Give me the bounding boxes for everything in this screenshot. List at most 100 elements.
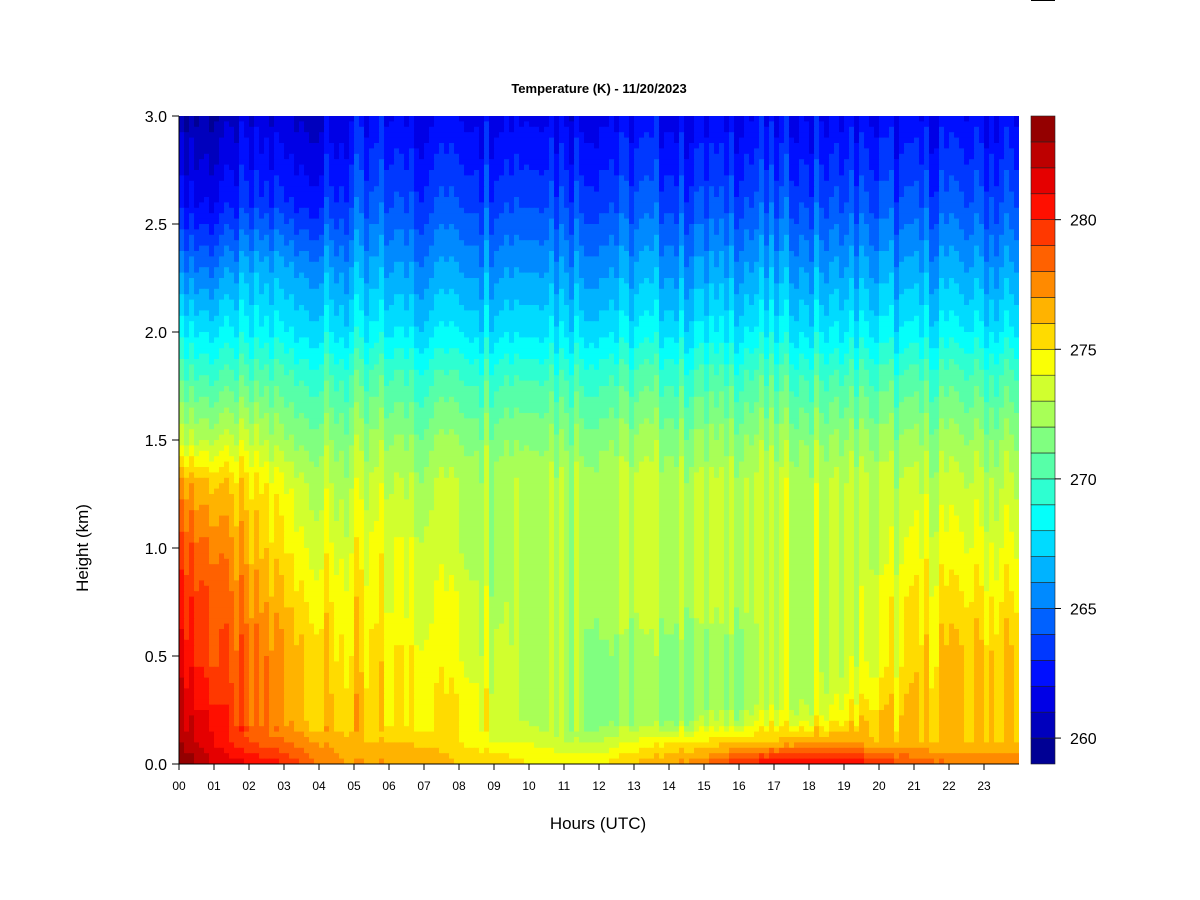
heatmap-cell xyxy=(384,175,390,182)
heatmap-cell xyxy=(544,137,550,144)
heatmap-cell xyxy=(699,137,705,144)
heatmap-cell xyxy=(779,121,785,128)
heatmap-cell xyxy=(994,175,1000,182)
heatmap-cell xyxy=(644,116,650,122)
heatmap-cell xyxy=(409,170,415,176)
heatmap-cell xyxy=(284,143,290,149)
heatmap-cell xyxy=(704,148,710,155)
heatmap-cell xyxy=(734,116,740,122)
heatmap-cell xyxy=(814,137,820,144)
heatmap-cell xyxy=(624,116,630,122)
heatmap-cell xyxy=(594,143,600,149)
heatmap-cell xyxy=(949,137,955,144)
heatmap-cell xyxy=(864,153,870,160)
heatmap-cell xyxy=(969,143,975,149)
heatmap-cell xyxy=(554,164,560,171)
heatmap-cell xyxy=(994,143,1000,149)
heatmap-cell xyxy=(284,175,290,182)
heatmap-cell xyxy=(484,175,490,182)
heatmap-cell xyxy=(254,132,260,139)
heatmap-cell xyxy=(709,159,715,166)
heatmap-cell xyxy=(734,170,740,176)
heatmap-cell xyxy=(844,170,850,176)
heatmap-cell xyxy=(184,116,190,122)
heatmap-cell xyxy=(1009,148,1015,155)
heatmap-cell xyxy=(714,175,720,182)
heatmap-cell xyxy=(464,175,470,182)
heatmap-cell xyxy=(364,148,370,155)
heatmap-cell xyxy=(964,148,970,155)
heatmap-cell xyxy=(764,132,770,139)
heatmap-cell xyxy=(264,121,270,128)
heatmap-cell xyxy=(679,137,685,144)
heatmap-cell xyxy=(854,116,860,122)
heatmap-cell xyxy=(459,143,465,149)
heatmap-cell xyxy=(939,132,945,139)
heatmap-cell xyxy=(349,180,355,187)
heatmap-cell xyxy=(219,126,225,133)
heatmap-cell xyxy=(399,121,405,128)
heatmap-cell xyxy=(559,137,565,144)
heatmap-cell xyxy=(379,143,385,149)
heatmap-cell xyxy=(629,126,635,133)
heatmap-cell xyxy=(549,159,555,166)
heatmap-cell xyxy=(494,121,500,128)
heatmap-cell xyxy=(489,148,495,155)
heatmap-cell xyxy=(954,137,960,144)
heatmap-cell xyxy=(894,153,900,160)
heatmap-cell xyxy=(804,153,810,160)
heatmap-cell xyxy=(689,159,695,166)
heatmap-cell xyxy=(994,159,1000,166)
heatmap-cell xyxy=(294,137,300,144)
heatmap-cell xyxy=(789,175,795,182)
heatmap-cell xyxy=(469,116,475,122)
heatmap-cell xyxy=(299,175,305,182)
heatmap-cell xyxy=(444,116,450,122)
heatmap-cell xyxy=(354,180,360,187)
heatmap-cell xyxy=(494,116,500,122)
heatmap-cell xyxy=(244,164,250,171)
heatmap-cell xyxy=(249,148,255,155)
heatmap-cell xyxy=(194,159,200,166)
heatmap-cell xyxy=(604,159,610,166)
heatmap-cell xyxy=(609,175,615,182)
heatmap-cell xyxy=(994,126,1000,133)
heatmap-cell xyxy=(664,116,670,122)
heatmap-cell xyxy=(414,153,420,160)
heatmap-cell xyxy=(619,121,625,128)
heatmap-cell xyxy=(224,132,230,139)
heatmap-cell xyxy=(399,143,405,149)
heatmap-cell xyxy=(809,159,815,166)
heatmap-cell xyxy=(449,121,455,128)
heatmap-cell xyxy=(469,132,475,139)
heatmap-cell xyxy=(754,159,760,166)
heatmap-cell xyxy=(764,121,770,128)
heatmap-cell xyxy=(254,180,260,187)
heatmap-cell xyxy=(554,126,560,133)
heatmap-cell xyxy=(329,164,335,171)
heatmap-cell xyxy=(439,159,445,166)
heatmap-cell xyxy=(184,175,190,182)
heatmap-cell xyxy=(319,143,325,149)
heatmap-cell xyxy=(349,121,355,128)
heatmap-cell xyxy=(719,148,725,155)
heatmap-cell xyxy=(269,143,275,149)
heatmap-cell xyxy=(394,175,400,182)
heatmap-cell xyxy=(179,132,185,139)
heatmap-cell xyxy=(1014,164,1019,171)
heatmap-cell xyxy=(419,132,425,139)
heatmap-cell xyxy=(599,148,605,155)
heatmap-cell xyxy=(534,132,540,139)
heatmap-cell xyxy=(789,126,795,133)
heatmap-cell xyxy=(439,116,445,122)
heatmap-cell xyxy=(839,132,845,139)
heatmap-cell xyxy=(319,164,325,171)
heatmap-cell xyxy=(484,180,490,187)
heatmap-cell xyxy=(619,175,625,182)
heatmap-cell xyxy=(774,153,780,160)
heatmap-cell xyxy=(709,121,715,128)
heatmap-cell xyxy=(209,153,215,160)
heatmap-cell xyxy=(589,164,595,171)
heatmap-cell xyxy=(269,153,275,160)
heatmap-cell xyxy=(534,116,540,122)
